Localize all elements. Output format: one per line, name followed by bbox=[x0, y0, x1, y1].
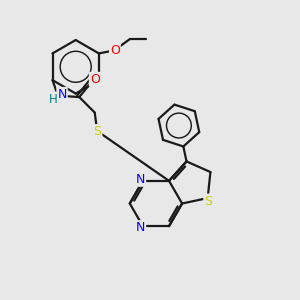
Text: O: O bbox=[90, 73, 100, 86]
Text: N: N bbox=[136, 173, 145, 186]
Text: O: O bbox=[110, 44, 120, 57]
Text: N: N bbox=[136, 221, 145, 234]
Text: H: H bbox=[49, 93, 58, 106]
Text: S: S bbox=[93, 125, 101, 138]
Text: N: N bbox=[57, 88, 67, 101]
Text: S: S bbox=[204, 194, 212, 208]
